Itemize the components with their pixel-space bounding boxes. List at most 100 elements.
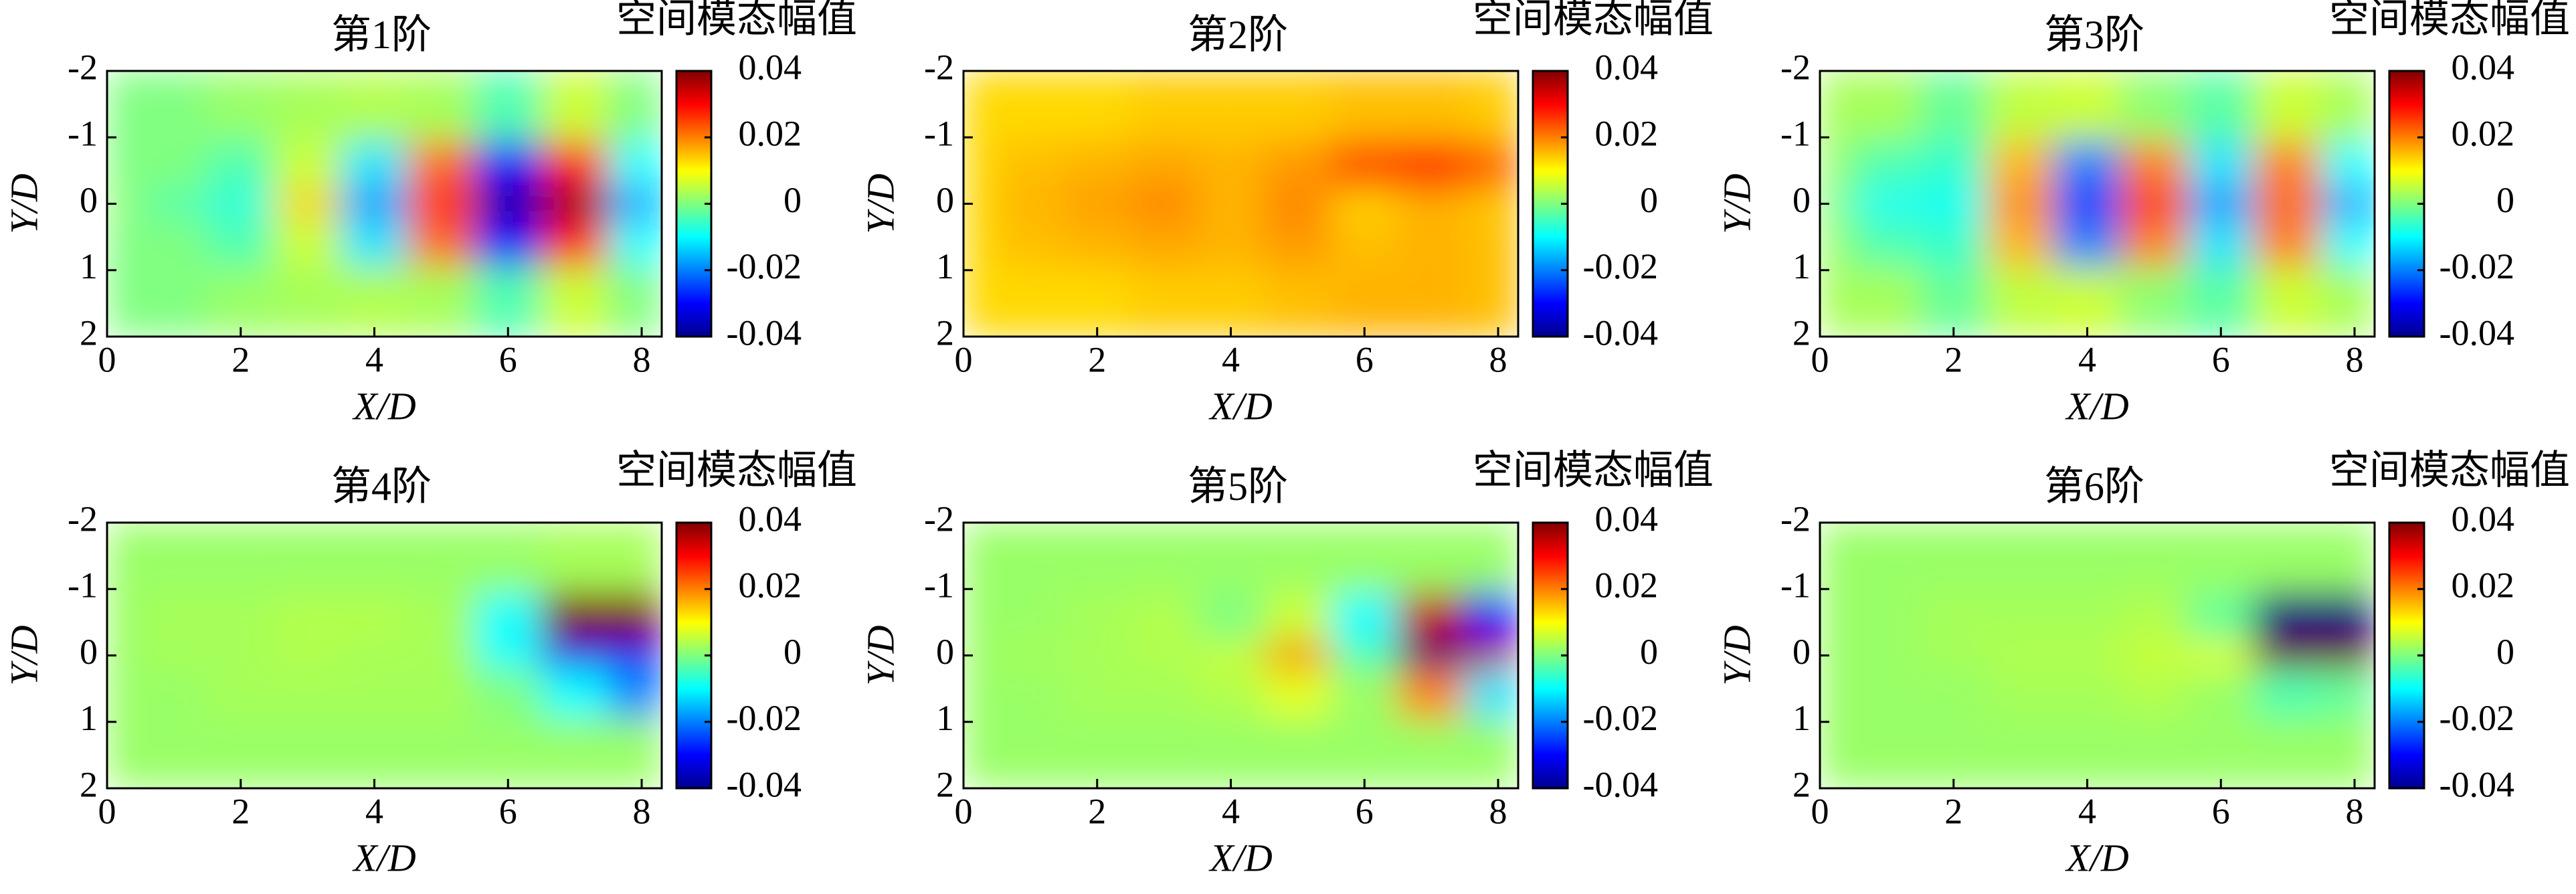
- cell: [2120, 718, 2188, 788]
- x-tick-label: 8: [2346, 339, 2364, 379]
- cell: [474, 190, 542, 217]
- cell: [140, 668, 208, 719]
- colorbar-tick-label: 0: [2496, 180, 2514, 220]
- cell: [341, 668, 408, 719]
- y-tick-label: -2: [68, 499, 98, 539]
- cell: [274, 266, 342, 337]
- y-tick-label: -1: [924, 565, 954, 606]
- cell: [1820, 71, 1854, 141]
- cell: [341, 71, 408, 141]
- field: [1820, 523, 2375, 788]
- cell: [1398, 642, 1465, 669]
- cell: [1465, 523, 1518, 593]
- cell: [608, 71, 662, 141]
- cell: [2187, 592, 2255, 643]
- cell: [2321, 190, 2375, 217]
- colorbar-tick-label: 0.02: [739, 114, 802, 154]
- cell: [1197, 266, 1265, 337]
- cell: [1063, 190, 1131, 217]
- cell: [1264, 592, 1331, 643]
- cell: [1331, 718, 1398, 788]
- cell: [140, 266, 208, 337]
- cell: [2321, 592, 2375, 643]
- cell: [2254, 592, 2322, 643]
- cell: [2053, 141, 2121, 191]
- cell: [207, 592, 275, 643]
- field-clip: [107, 523, 662, 788]
- x-tick-label: 8: [633, 791, 651, 831]
- cell: [2254, 190, 2322, 217]
- cell: [1465, 592, 1518, 643]
- cell: [996, 523, 1065, 593]
- colorbar-tick-label: 0.02: [1595, 114, 1659, 154]
- cell: [207, 190, 275, 217]
- field-clip: [1820, 71, 2375, 337]
- colorbar-tick-label: 0.02: [2452, 565, 2515, 606]
- y-axis-label: Y/D: [2, 625, 45, 685]
- y-tick-label: 2: [936, 312, 954, 353]
- cell: [207, 141, 275, 191]
- cell: [1130, 71, 1198, 141]
- cell: [541, 642, 609, 669]
- cell: [1398, 266, 1465, 337]
- cell: [2120, 523, 2188, 593]
- chart-title: 第5阶: [1188, 464, 1288, 509]
- cell: [996, 718, 1065, 788]
- cell: [474, 668, 542, 719]
- cell: [1920, 642, 1988, 669]
- cell: [1264, 668, 1331, 719]
- y-axis-label: Y/D: [2, 173, 45, 234]
- x-tick-label: 0: [98, 339, 116, 379]
- cell: [608, 718, 662, 788]
- cell: [1398, 668, 1465, 719]
- y-axis-label: Y/D: [858, 625, 902, 685]
- cell: [1465, 266, 1518, 337]
- cell: [608, 592, 662, 643]
- x-tick-label: 4: [2078, 791, 2096, 831]
- cell: [274, 217, 342, 268]
- colorbar-tick-label: 0.04: [739, 499, 802, 539]
- y-tick-label: -2: [1780, 499, 1811, 539]
- cell: [140, 190, 208, 217]
- cell: [2120, 190, 2188, 217]
- cell: [1331, 668, 1398, 719]
- cell: [1398, 71, 1465, 141]
- cell: [341, 266, 408, 337]
- colorbar-tick-label: -0.02: [1583, 698, 1658, 738]
- cell: [207, 71, 275, 141]
- colorbar-tick-label: 0: [1640, 180, 1658, 220]
- colorbar-tick-label: -0.02: [1583, 246, 1658, 286]
- cell: [541, 190, 609, 217]
- cell: [1987, 592, 2055, 643]
- cell: [1331, 190, 1398, 217]
- x-tick-label: 6: [499, 339, 517, 379]
- cell: [2053, 592, 2121, 643]
- cell: [2321, 71, 2375, 141]
- cell: [1331, 71, 1398, 141]
- cell: [407, 668, 475, 719]
- cell: [341, 642, 408, 669]
- cell: [1920, 266, 1988, 337]
- cell: [2187, 71, 2255, 141]
- cell: [2187, 217, 2255, 268]
- cell: [407, 592, 475, 643]
- cell: [107, 266, 141, 337]
- cell: [207, 217, 275, 268]
- cell: [274, 642, 342, 669]
- cell: [474, 642, 542, 669]
- y-tick-label: 0: [80, 180, 98, 220]
- colorbar-tick-label: -0.02: [2440, 246, 2514, 286]
- cell: [1130, 266, 1198, 337]
- cell: [2254, 266, 2322, 337]
- cell: [608, 523, 662, 593]
- cell: [608, 141, 662, 191]
- cell: [1264, 718, 1331, 788]
- y-tick-label: 2: [1792, 764, 1811, 804]
- y-tick-label: -1: [68, 565, 98, 606]
- cell: [407, 718, 475, 788]
- cell: [1465, 190, 1518, 217]
- cell: [2254, 642, 2322, 669]
- colorbar-tick-label: -0.04: [727, 312, 802, 353]
- colorbar-label: 空间模态幅值: [1473, 448, 1714, 493]
- colorbar-tick-label: -0.04: [2440, 312, 2514, 353]
